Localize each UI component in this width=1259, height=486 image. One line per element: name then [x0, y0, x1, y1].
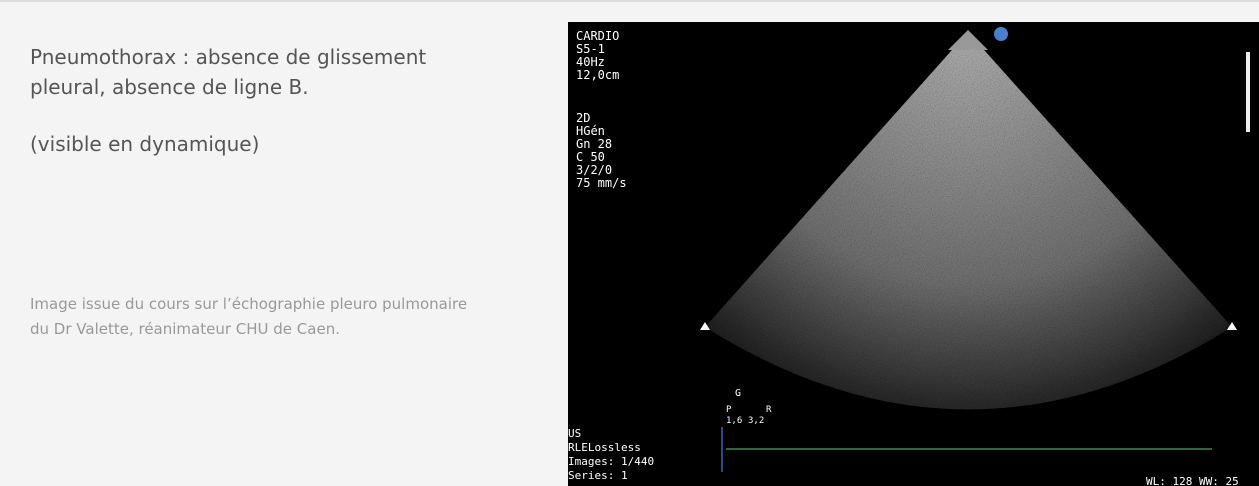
overlay-text: C 50: [576, 150, 605, 164]
overlay-text: 75 mm/s: [576, 176, 627, 190]
probe-badge: G: [735, 388, 741, 399]
overlay-text: US: [568, 427, 581, 440]
overlay-text: 3/2/0: [576, 163, 612, 177]
overlay-text: Gn 28: [576, 137, 612, 151]
probe-label: 1,6: [726, 416, 742, 426]
caption-title: Pneumothorax : absence de glissement ple…: [30, 45, 427, 99]
caption-note: (visible en dynamique): [30, 132, 260, 156]
overlay-text: 40Hz: [576, 55, 605, 69]
probe-label: P: [726, 405, 732, 415]
overlay-text: RLELossless: [568, 441, 641, 454]
overlay-text: S5-1: [576, 42, 605, 56]
overlay-text: 12,0cm: [576, 68, 619, 82]
probe-label: R: [766, 405, 772, 415]
overlay-text: Images: 1/440: [568, 455, 654, 468]
overlay-text: WL: 128 WW: 25: [1146, 475, 1239, 486]
overlay-text: CARDIO: [576, 29, 619, 43]
probe-label: 3,2: [748, 416, 764, 426]
overlay-text: HGén: [576, 124, 605, 138]
overlay-text: Series: 1: [568, 469, 628, 482]
caption-credit: Image issue du cours sur l’échographie p…: [30, 295, 468, 338]
overlay-text: 2D: [576, 111, 590, 125]
